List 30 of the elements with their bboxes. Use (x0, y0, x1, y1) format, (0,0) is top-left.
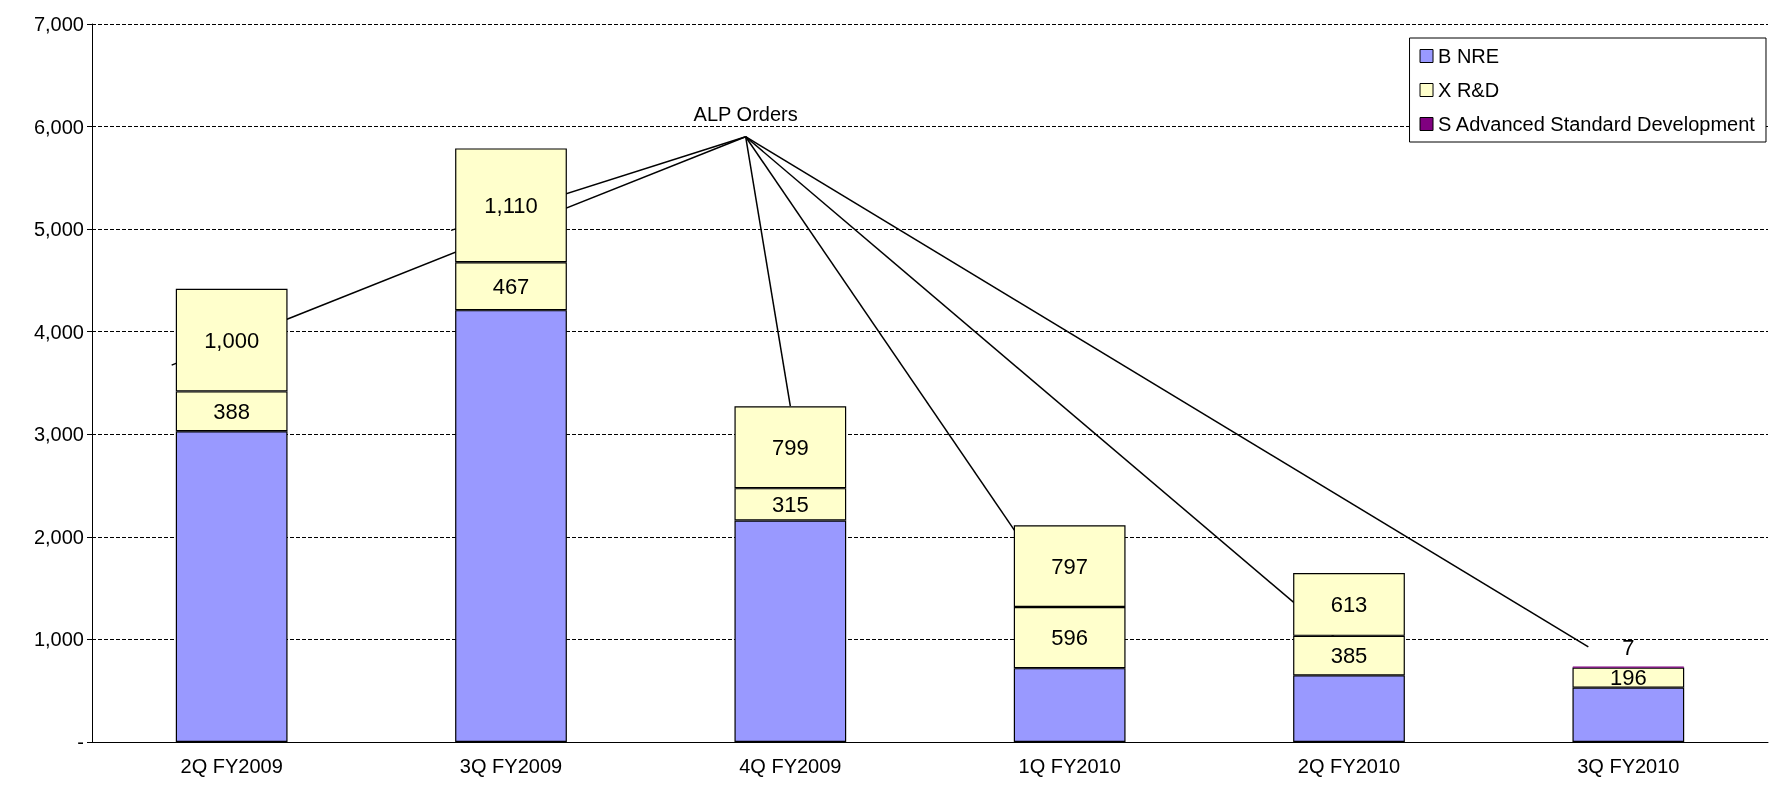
legend-label: B NRE (1438, 45, 1500, 67)
y-tick-label: 2,000 (33, 525, 84, 548)
x-tick-label: 3Q FY2010 (1577, 755, 1680, 777)
y-tick-label: 1,000 (33, 628, 84, 651)
y-tick-label: 7,000 (33, 13, 84, 35)
data-label: 315 (771, 491, 809, 517)
data-label: 797 (1051, 553, 1089, 579)
y-tick-label: 4,000 (33, 320, 84, 343)
annotation: ALP Orders (693, 102, 798, 125)
data-label: 388 (213, 398, 251, 424)
x-tick-label: 2Q FY2010 (1297, 755, 1401, 777)
data-label: 613 (1330, 591, 1368, 617)
legend-label: X R&D (1438, 79, 1500, 101)
x-tick-label: 2Q FY2009 (180, 755, 283, 777)
data-label: 799 (771, 434, 809, 460)
data-label: 385 (1330, 643, 1368, 669)
y-tick-label: 5,000 (33, 218, 84, 241)
data-label: 596 (1051, 625, 1089, 651)
x-tick-label: 3Q FY2009 (459, 755, 563, 777)
data-label: 1,000 (204, 327, 260, 353)
data-label: 196 (1609, 665, 1647, 691)
y-tick-label: - (77, 731, 84, 753)
y-tick-label: 6,000 (33, 115, 84, 138)
legend-label: S Advanced Standard Development (1438, 113, 1756, 135)
data-label: 1,110 (484, 192, 538, 218)
x-tick-label: 4Q FY2009 (739, 755, 842, 777)
y-tick-label: 3,000 (33, 423, 84, 446)
data-label: 467 (492, 273, 530, 299)
x-tick-label: 1Q FY2010 (1018, 755, 1121, 777)
data-label: 7 (1622, 635, 1635, 661)
